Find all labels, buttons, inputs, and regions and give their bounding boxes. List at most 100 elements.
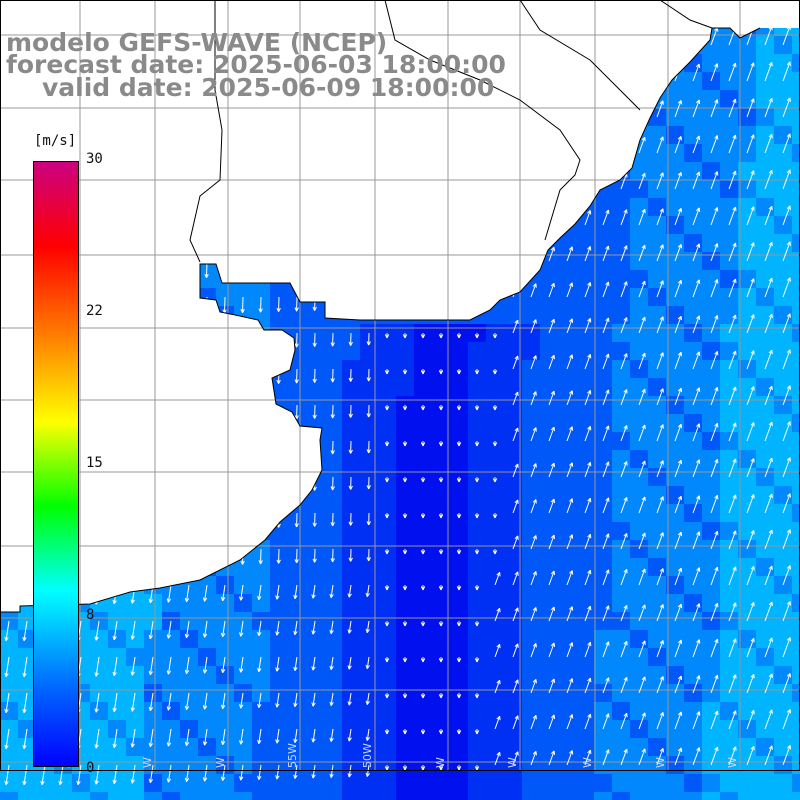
wind-arrow [584, 461, 592, 478]
wind-arrow [512, 715, 519, 730]
wind-arrow [710, 638, 719, 658]
longitude-label: 55W [286, 743, 299, 768]
wind-arrow [257, 584, 262, 601]
wind-arrow [728, 674, 737, 694]
wind-arrow [584, 497, 592, 514]
wind-arrow [620, 389, 628, 406]
wind-arrow [438, 585, 444, 591]
wind-arrow [764, 277, 773, 298]
wind-arrow [492, 549, 498, 555]
wind-arrow [620, 281, 628, 298]
wind-arrow [166, 584, 172, 603]
wind-arrow [294, 548, 299, 564]
wind-arrow [330, 440, 335, 455]
wind-arrow [620, 748, 628, 766]
wind-arrow [474, 441, 480, 447]
wind-arrow [402, 333, 408, 339]
wind-arrow [456, 405, 462, 411]
wind-arrow [420, 405, 426, 411]
wind-arrow [656, 280, 664, 298]
wind-arrow [710, 279, 719, 298]
wind-arrow [764, 457, 773, 478]
wind-arrow [764, 61, 773, 82]
wind-arrow [512, 463, 519, 478]
wind-arrow [438, 333, 444, 339]
forecast-date-label: forecast date: 2025-06-03 18:00:00 [6, 50, 506, 79]
wind-arrow [764, 637, 773, 658]
wind-arrow [22, 656, 28, 678]
wind-arrow [728, 530, 737, 550]
wind-arrow [311, 584, 316, 599]
wind-arrow [40, 764, 46, 786]
wind-arrow [474, 405, 480, 411]
wind-arrow [782, 457, 791, 478]
wind-arrow [474, 765, 480, 771]
wind-arrow [566, 750, 574, 766]
wind-arrow [566, 606, 574, 622]
wind-arrow [692, 387, 701, 406]
wind-arrow [764, 97, 773, 118]
wind-arrow [566, 498, 574, 514]
wind-arrow [710, 530, 719, 550]
wind-arrow [366, 332, 371, 346]
wind-arrow [438, 369, 444, 375]
wind-arrow [638, 496, 646, 514]
wind-arrow [548, 462, 555, 478]
wind-arrow [782, 565, 791, 586]
wind-arrow [692, 495, 701, 514]
wind-arrow [746, 422, 755, 442]
wind-arrow [782, 673, 792, 694]
wind-arrow [257, 728, 262, 744]
wind-arrow [402, 765, 408, 771]
political-border [384, 0, 581, 241]
wind-arrow [438, 477, 444, 483]
wind-arrow [710, 171, 719, 190]
wind-arrow [674, 423, 683, 442]
wind-arrow [474, 477, 480, 483]
wind-arrow [384, 441, 390, 447]
wind-arrow [566, 354, 574, 370]
wind-arrow [746, 745, 755, 766]
wind-arrow [402, 657, 408, 663]
wind-arrow [348, 368, 353, 382]
wind-arrow [620, 497, 628, 514]
wind-arrow [728, 458, 737, 478]
wind-arrow [402, 369, 408, 375]
valid-date-label: valid date: 2025-06-09 18:00:00 [42, 73, 495, 102]
wind-arrow [275, 728, 280, 744]
wind-arrow [4, 764, 10, 786]
wind-arrow [764, 133, 773, 154]
wind-arrow [656, 388, 664, 406]
wind-arrow [710, 566, 719, 586]
wind-arrow [692, 315, 701, 334]
wind-arrow [402, 621, 408, 627]
wind-arrow [692, 423, 701, 442]
wind-arrow [710, 63, 719, 82]
wind-arrow [746, 530, 755, 550]
wind-arrow [512, 355, 519, 370]
wind-arrow [638, 244, 646, 262]
wind-arrow [239, 692, 244, 709]
wind-arrow [692, 711, 701, 730]
wind-arrow [602, 677, 610, 694]
longitude-label: W [214, 757, 227, 768]
wind-arrow [112, 620, 118, 641]
wind-arrow [94, 692, 100, 713]
wind-arrow [348, 548, 353, 562]
wind-arrow [329, 584, 334, 599]
wind-arrow [294, 332, 299, 348]
wind-arrow [602, 209, 610, 226]
wind-arrow [4, 656, 10, 678]
wind-arrow [656, 208, 664, 226]
wind-arrow [782, 169, 791, 190]
wind-arrow [474, 549, 480, 555]
political-border [519, 0, 641, 111]
wind-arrow [474, 333, 480, 339]
wind-arrow [548, 246, 555, 262]
wind-arrow [674, 387, 683, 406]
wind-arrow [710, 135, 719, 154]
wind-arrow [512, 679, 519, 694]
wind-arrow [456, 765, 462, 771]
wind-arrow [620, 640, 628, 658]
